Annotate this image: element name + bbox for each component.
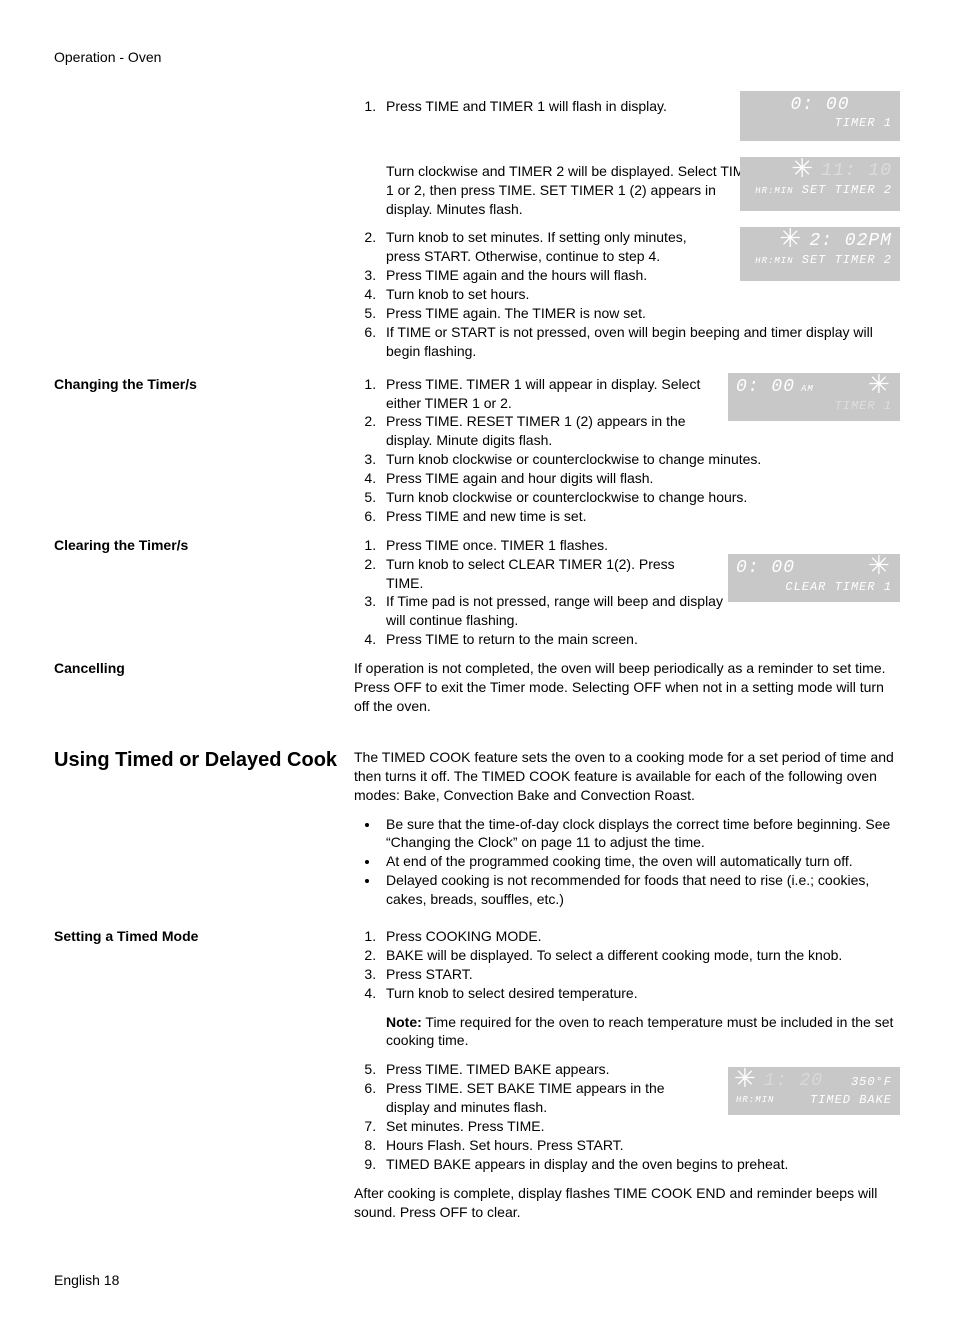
lcd-label: TIMER 1 bbox=[736, 399, 892, 413]
section-label-cancelling: Cancelling bbox=[54, 659, 344, 678]
lcd-label: TIMED BAKE bbox=[810, 1093, 892, 1107]
lcd-label: SET TIMER 2 bbox=[802, 183, 892, 197]
lcd-hrmin: HR:MIN bbox=[755, 186, 793, 196]
lcd-time: 0: 00 bbox=[736, 377, 795, 399]
list-item: Delayed cooking is not recommended for f… bbox=[380, 871, 900, 909]
lcd-timed-bake: 1: 20 350°F HR:MIN TIMED BAKE bbox=[728, 1067, 900, 1115]
knob-icon bbox=[781, 231, 803, 253]
lcd-label: TIMER 1 bbox=[748, 116, 892, 130]
lcd-time: 1: 20 bbox=[764, 1071, 845, 1093]
lcd-am: AM bbox=[801, 384, 814, 395]
page-footer: English 18 bbox=[54, 1271, 900, 1290]
list-item: If TIME or START is not pressed, oven wi… bbox=[380, 323, 900, 361]
list-item: Turn knob to set minutes. If setting onl… bbox=[380, 228, 706, 266]
list-item: Press TIME again and hour digits will fl… bbox=[380, 469, 900, 488]
lcd-reset-timer: 0: 00 AM TIMER 1 bbox=[728, 373, 900, 421]
page-header: Operation - Oven bbox=[54, 48, 900, 67]
list-item: Set minutes. Press TIME. bbox=[380, 1117, 900, 1136]
intro-mid-para: Turn clockwise and TIMER 2 will be displ… bbox=[386, 162, 766, 219]
lcd-label: SET TIMER 2 bbox=[802, 253, 892, 267]
knob-icon bbox=[870, 558, 892, 580]
knob-icon bbox=[870, 377, 892, 399]
list-item: At end of the programmed cooking time, t… bbox=[380, 852, 900, 871]
list-item: If Time pad is not pressed, range will b… bbox=[380, 592, 736, 630]
section-label-settingmode: Setting a Timed Mode bbox=[54, 927, 344, 946]
list-item: Press TIME to return to the main screen. bbox=[380, 630, 900, 649]
section-title-timedcook: Using Timed or Delayed Cook bbox=[54, 748, 344, 773]
timedcook-intro: The TIMED COOK feature sets the oven to … bbox=[354, 748, 900, 805]
list-item: BAKE will be displayed. To select a diff… bbox=[380, 946, 900, 965]
list-item: Press TIME and new time is set. bbox=[380, 507, 900, 526]
list-item: Press TIME. TIMER 1 will appear in displ… bbox=[380, 375, 706, 413]
lcd-clear-timer: 0: 00 CLEAR TIMER 1 bbox=[728, 554, 900, 602]
note-label: Note: bbox=[386, 1014, 422, 1030]
lcd-set-timer2-b: 2: 02PM HR:MIN SET TIMER 2 bbox=[740, 227, 900, 281]
lcd-time: 2: 02PM bbox=[809, 231, 892, 253]
list-item: Press TIME and TIMER 1 will flash in dis… bbox=[380, 97, 766, 116]
list-item: Press TIME. TIMED BAKE appears. bbox=[380, 1060, 706, 1079]
settingmode-steps-a: Press COOKING MODE. BAKE will be display… bbox=[354, 927, 900, 1003]
list-item: Turn knob clockwise or counterclockwise … bbox=[380, 488, 900, 507]
list-item: Press TIME again. The TIMER is now set. bbox=[380, 304, 900, 323]
lcd-time: 0: 00 bbox=[748, 95, 892, 117]
list-item: Press COOKING MODE. bbox=[380, 927, 900, 946]
list-item: TIMED BAKE appears in display and the ov… bbox=[380, 1155, 900, 1174]
list-item: Turn knob to set hours. bbox=[380, 285, 900, 304]
list-item: Turn knob to select CLEAR TIMER 1(2). Pr… bbox=[380, 555, 706, 593]
knob-icon bbox=[793, 161, 815, 183]
cancelling-text: If operation is not completed, the oven … bbox=[354, 659, 900, 716]
lcd-timer1: 0: 00 TIMER 1 bbox=[740, 91, 900, 141]
settingmode-outro: After cooking is complete, display flash… bbox=[354, 1184, 900, 1222]
lcd-set-timer2-a: 11: 10 HR:MIN SET TIMER 2 bbox=[740, 157, 900, 211]
list-item: Be sure that the time-of-day clock displ… bbox=[380, 815, 900, 853]
list-item: Press TIME. RESET TIMER 1 (2) appears in… bbox=[380, 412, 706, 450]
list-item: Hours Flash. Set hours. Press START. bbox=[380, 1136, 900, 1155]
list-item: Press TIME. SET BAKE TIME appears in the… bbox=[380, 1079, 706, 1117]
section-label-clearing: Clearing the Timer/s bbox=[54, 536, 344, 555]
list-item: Press START. bbox=[380, 965, 900, 984]
lcd-time: 11: 10 bbox=[821, 161, 892, 183]
lcd-hrmin: HR:MIN bbox=[755, 256, 793, 266]
list-item: Turn knob clockwise or counterclockwise … bbox=[380, 450, 900, 469]
lcd-hrmin: HR:MIN bbox=[736, 1095, 774, 1106]
knob-icon bbox=[736, 1071, 758, 1093]
timedcook-bullets: Be sure that the time-of-day clock displ… bbox=[354, 815, 900, 909]
section-label-changing: Changing the Timer/s bbox=[54, 375, 344, 394]
list-item: Turn knob to select desired temperature. bbox=[380, 984, 900, 1003]
list-item: Press TIME once. TIMER 1 flashes. bbox=[380, 536, 706, 555]
lcd-time: 0: 00 bbox=[736, 558, 795, 580]
settingmode-note: Note: Time required for the oven to reac… bbox=[386, 1013, 900, 1051]
note-text: Time required for the oven to reach temp… bbox=[386, 1014, 893, 1049]
lcd-temp: 350°F bbox=[851, 1075, 892, 1089]
